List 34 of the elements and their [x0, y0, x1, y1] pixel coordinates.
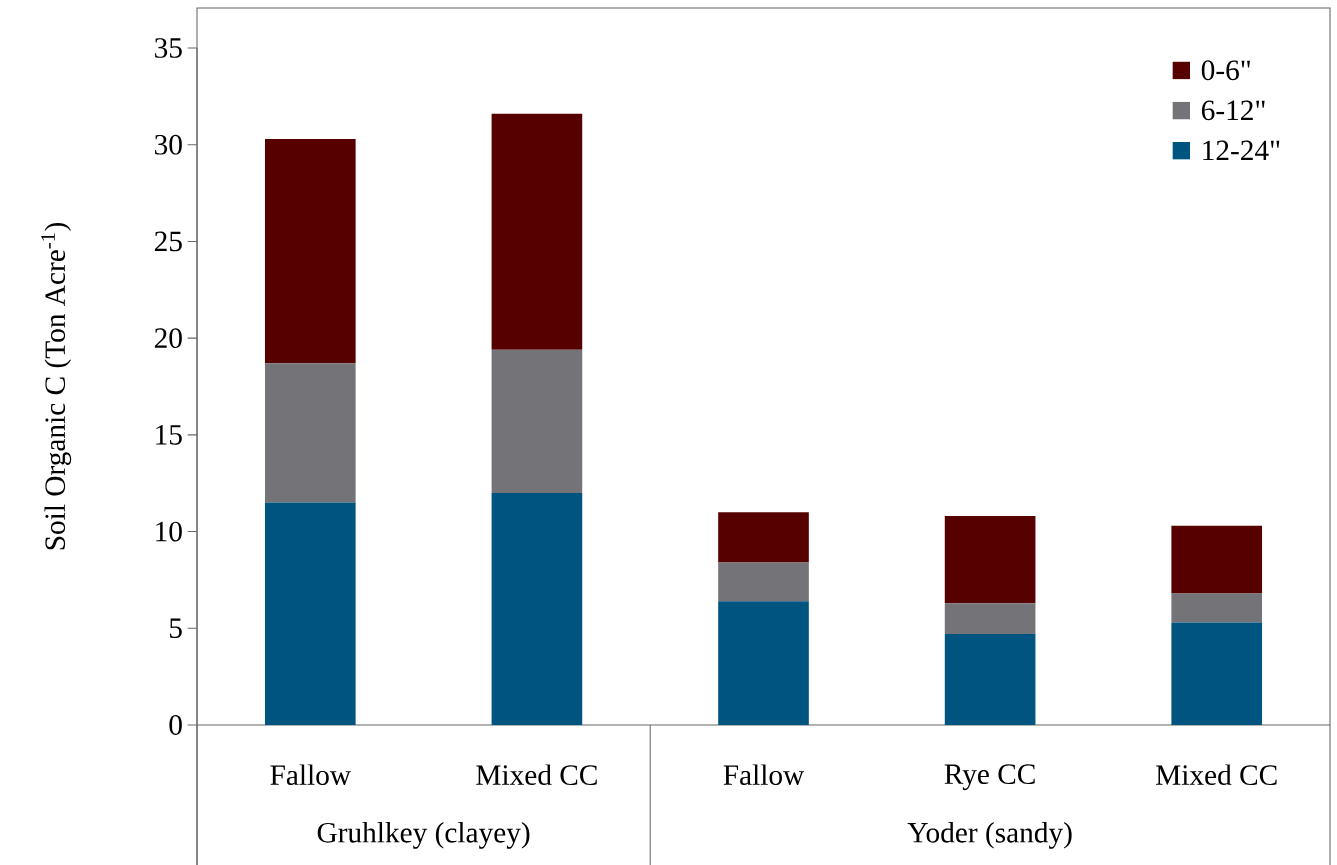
- bar: [264, 502, 356, 725]
- y-tick-label: 5: [170, 618, 182, 639]
- bar: [264, 138, 356, 364]
- y-tick-label: 25: [154, 231, 182, 252]
- bar: [1171, 593, 1263, 623]
- y-tick-label: 20: [154, 328, 182, 349]
- bar: [264, 363, 356, 503]
- x-tick-label: Rye CC: [944, 764, 1035, 791]
- bar: [944, 516, 1036, 604]
- bar: [1171, 622, 1263, 725]
- y-tick-label: 10: [156, 521, 182, 542]
- x-tick-label: Mixed CC: [476, 764, 597, 786]
- bar: [718, 562, 809, 602]
- bar: [491, 113, 583, 350]
- legend-label: 12-24": [1203, 140, 1280, 161]
- bar: [491, 349, 583, 493]
- x-tick-label: Fallow: [723, 764, 805, 786]
- bar: [718, 601, 809, 725]
- text: Yoder (sandy): [907, 821, 1072, 849]
- bar: [1171, 525, 1263, 594]
- bar: [944, 603, 1036, 635]
- y-axis-title: Soil Organic C (Ton Acre$^{-1}$): [41, 222, 72, 550]
- x-tick-label: Mixed CC: [1156, 764, 1277, 786]
- text: Gruhlkey (clayey): [317, 821, 530, 849]
- bar: [718, 512, 809, 563]
- x-tick-label: Fallow: [270, 764, 351, 786]
- y-tick-label: 30: [155, 134, 182, 155]
- y-tick-label: 0: [169, 715, 182, 735]
- bar: [491, 492, 583, 725]
- legend-label: 0-6": [1201, 60, 1250, 81]
- legend-label: 6-12": [1201, 100, 1265, 121]
- bar: [944, 634, 1036, 725]
- y-tick-label: 35: [155, 38, 182, 58]
- y-tick-label: 15: [156, 425, 182, 445]
